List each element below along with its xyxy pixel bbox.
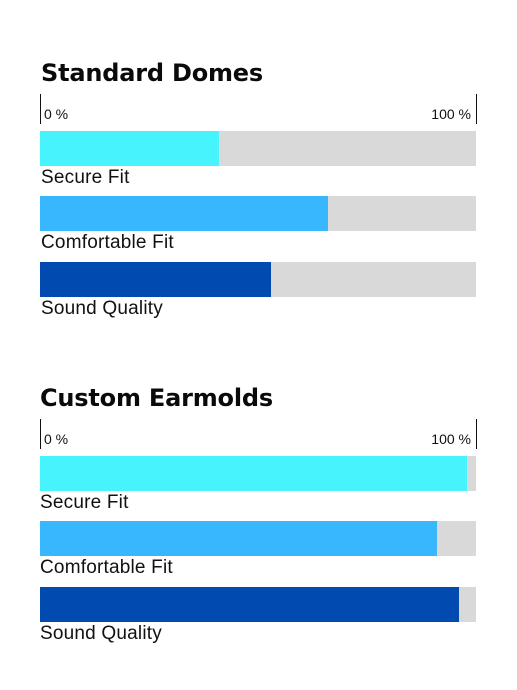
axis-label-max: 100 % xyxy=(431,106,471,122)
axis-tick-max xyxy=(476,94,477,124)
bar-sound-quality xyxy=(40,262,272,297)
chart-axis: 0 % 100 % xyxy=(40,419,477,449)
bar-track xyxy=(40,456,476,491)
bar-track xyxy=(40,131,476,166)
chart-title: Custom Earmolds xyxy=(40,384,273,412)
bar-track xyxy=(40,262,476,297)
bar-comfortable-fit xyxy=(40,196,328,231)
bar-label-comfortable-fit: Comfortable Fit xyxy=(41,232,174,253)
bar-label-sound-quality: Sound Quality xyxy=(40,623,162,644)
bar-track xyxy=(40,587,476,622)
axis-label-max: 100 % xyxy=(431,431,471,447)
bar-label-secure-fit: Secure Fit xyxy=(40,492,129,513)
bar-track xyxy=(40,521,476,556)
axis-label-min: 0 % xyxy=(44,106,69,122)
bar-secure-fit xyxy=(40,131,219,166)
chart-axis: 0 % 100 % xyxy=(40,94,477,124)
axis-tick-min xyxy=(40,94,41,124)
bar-label-sound-quality: Sound Quality xyxy=(41,298,163,319)
bar-track xyxy=(40,196,476,231)
axis-tick-min xyxy=(40,419,41,449)
bar-comfortable-fit xyxy=(40,521,437,556)
bar-sound-quality xyxy=(40,587,459,622)
bar-label-comfortable-fit: Comfortable Fit xyxy=(40,557,173,578)
chart-title: Standard Domes xyxy=(41,59,263,87)
axis-tick-max xyxy=(476,419,477,449)
bar-label-secure-fit: Secure Fit xyxy=(41,167,130,188)
bar-secure-fit xyxy=(40,456,468,491)
axis-label-min: 0 % xyxy=(44,431,69,447)
